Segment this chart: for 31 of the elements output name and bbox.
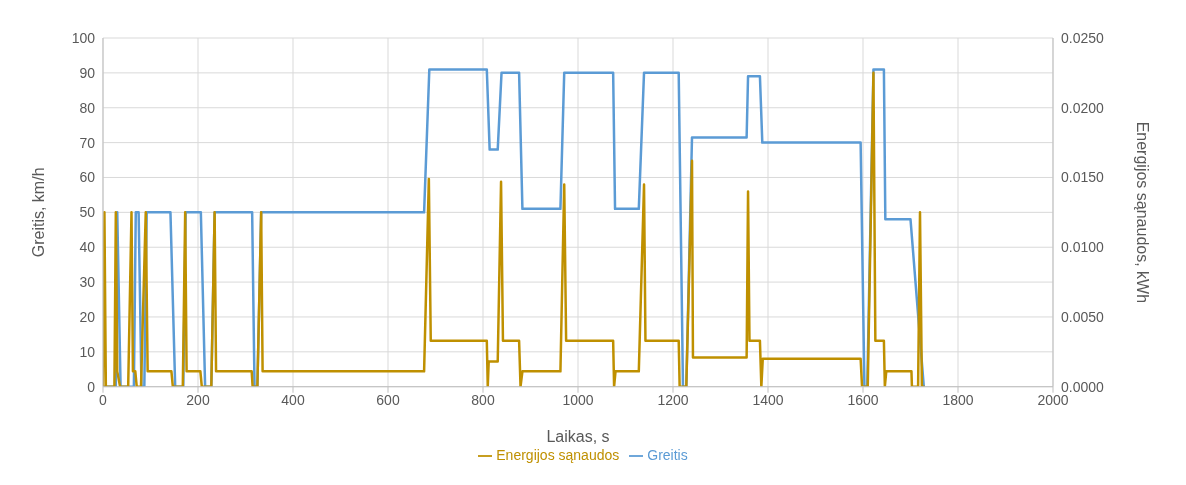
- x-tick-label: 800: [471, 391, 495, 408]
- y-tick-label: 60: [79, 169, 96, 186]
- x-tick-label: 200: [186, 391, 210, 408]
- x-axis-title: Laikas, s: [546, 427, 610, 445]
- y-tick-label: 50: [79, 204, 96, 221]
- x-tick-label: 1600: [847, 391, 879, 408]
- legend-label: Greitis: [647, 446, 688, 463]
- x-tick-label: 1200: [657, 391, 689, 408]
- y2-tick-label: 0.0050: [1061, 308, 1105, 325]
- x-tick-label: 600: [376, 391, 400, 408]
- y2-axis-title: Energijos sąnaudos, kWh: [1134, 121, 1152, 304]
- y2-tick-label: 0.0100: [1061, 239, 1105, 256]
- y-tick-label: 100: [71, 29, 96, 46]
- y-tick-label: 30: [79, 274, 96, 291]
- y-tick-label: 0: [87, 378, 96, 395]
- y-tick-label: 90: [79, 64, 96, 81]
- y2-tick-label: 0.0200: [1061, 99, 1105, 116]
- legend-label: Energijos sąnaudos: [496, 446, 620, 463]
- x-tick-label: 400: [281, 391, 305, 408]
- x-tick-label: 1800: [942, 391, 974, 408]
- y-tick-label: 10: [79, 343, 96, 360]
- x-tick-label: 0: [99, 391, 108, 408]
- x-tick-label: 1000: [562, 391, 594, 408]
- y2-tick-label: 0.0150: [1061, 169, 1105, 186]
- y-tick-label: 70: [79, 134, 96, 151]
- x-tick-label: 1400: [752, 391, 784, 408]
- y-axis-title: Greitis, km/h: [29, 167, 47, 258]
- y-tick-label: 80: [79, 99, 96, 116]
- y-tick-label: 20: [79, 308, 96, 325]
- y2-tick-label: 0.0250: [1061, 29, 1105, 46]
- y-tick-label: 40: [79, 239, 96, 256]
